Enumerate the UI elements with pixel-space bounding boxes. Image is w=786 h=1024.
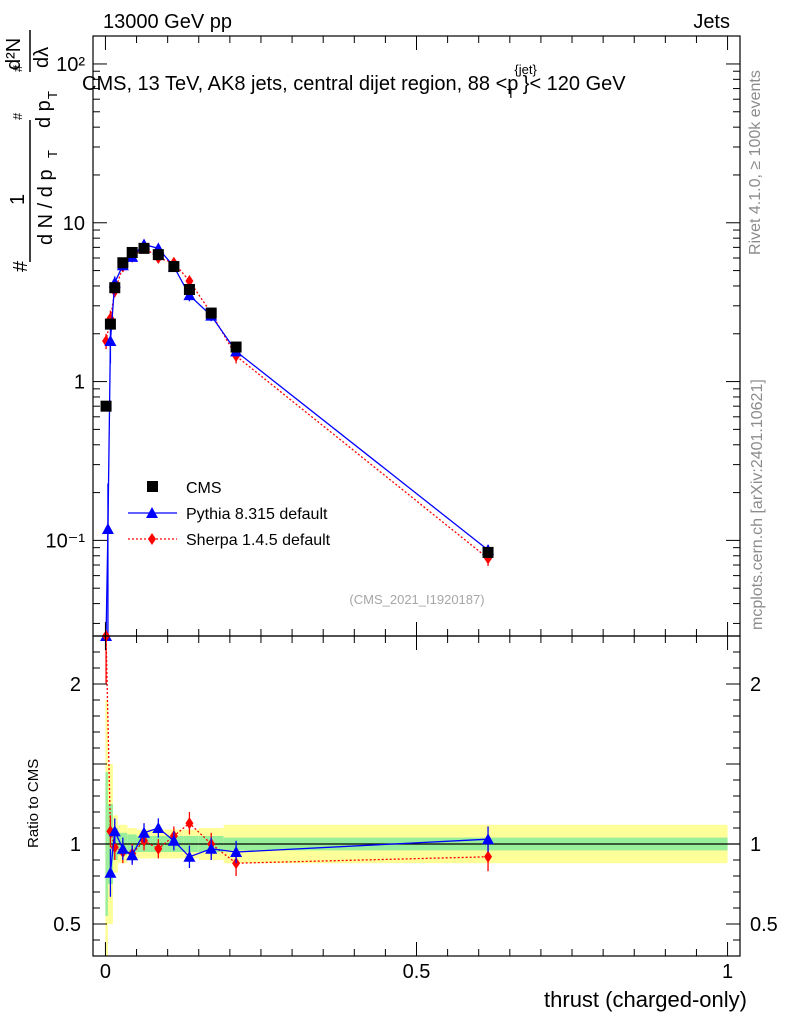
cms-point bbox=[168, 261, 180, 273]
cms-point bbox=[152, 249, 164, 261]
ratio-ylabel: Ratio to CMS bbox=[25, 759, 42, 848]
pythia-ratio-point bbox=[152, 822, 165, 833]
ratio-ytick-label: 0.5 bbox=[53, 914, 81, 936]
xtick-label: 1 bbox=[722, 961, 733, 983]
ratio-ytick-label: 2 bbox=[70, 674, 81, 696]
pythia-ratio-point bbox=[104, 866, 117, 878]
cms-point bbox=[109, 282, 121, 294]
ratio-plot-data bbox=[102, 630, 495, 897]
ratio-ytick-label-right: 1 bbox=[750, 834, 761, 856]
cms-point bbox=[117, 257, 129, 269]
legend-cms-label: CMS bbox=[186, 480, 222, 497]
main-ylabel: # 1 d N / d p T # d p T # d²N dλ bbox=[3, 30, 60, 272]
cms-point bbox=[126, 246, 138, 258]
plot-title: CMS, 13 TeV, AK8 jets, central dijet reg… bbox=[82, 62, 626, 101]
pythia-ratio-point bbox=[138, 826, 151, 838]
sherpa-point bbox=[185, 274, 194, 287]
rivet-info: Rivet 4.1.0, ≥ 100k events bbox=[747, 70, 764, 255]
x-axis-label: thrust (charged-only) bbox=[544, 987, 747, 1012]
sherpa-ratio-point bbox=[154, 842, 163, 855]
ylabel-d2N: d²N bbox=[3, 38, 25, 70]
pythia-ratio-point bbox=[108, 825, 121, 837]
ratio-frame bbox=[92, 635, 741, 957]
cms-point bbox=[230, 341, 242, 353]
title-suffix: }< 120 GeV bbox=[523, 73, 627, 95]
pythia-ratio-point bbox=[230, 846, 243, 857]
pythia-point bbox=[101, 522, 114, 534]
cms-point bbox=[482, 546, 494, 558]
xtick-label: 0 bbox=[100, 961, 111, 983]
main-ytick-label: 10⁻¹ bbox=[46, 530, 86, 552]
legend-pythia-marker bbox=[146, 507, 158, 518]
legend-sherpa-marker bbox=[148, 533, 156, 545]
main-ytick-label: 10 bbox=[63, 213, 85, 235]
main-ytick-label: 10² bbox=[56, 54, 85, 76]
pythia-ratio-point bbox=[183, 850, 196, 862]
mcplots-info: mcplots.cern.ch [arXiv:2401.10621] bbox=[749, 379, 766, 630]
header-right: Jets bbox=[693, 11, 730, 33]
xtick-label: 0.5 bbox=[403, 961, 431, 983]
legend: CMS Pythia 8.315 default Sherpa 1.4.5 de… bbox=[128, 480, 331, 549]
axes-frames: 10⁻¹ 1 10 10² 0 0.5 1 0.5 0.5 1 1 2 2 bbox=[46, 35, 778, 983]
pythia-ratio-point bbox=[116, 842, 129, 854]
ylabel-hash-3: # bbox=[10, 64, 25, 72]
ylabel-hash-1: # bbox=[10, 260, 32, 272]
legend-sherpa-label: Sherpa 1.4.5 default bbox=[186, 532, 331, 549]
legend-cms-marker bbox=[147, 481, 158, 492]
pythia-ratio-point bbox=[205, 842, 218, 854]
title-superscript: {jet} bbox=[514, 62, 537, 77]
title-subscript: T bbox=[507, 86, 515, 101]
ylabel-T-sub-1: T bbox=[45, 150, 60, 158]
sherpa-ratio-point bbox=[484, 850, 493, 863]
cms-point bbox=[100, 400, 112, 412]
cms-point bbox=[138, 242, 150, 254]
ylabel-one: 1 bbox=[7, 194, 29, 205]
ratio-ytick-label: 1 bbox=[70, 834, 81, 856]
cms-point bbox=[183, 284, 195, 296]
ylabel-dN-dpT: d N / d p bbox=[35, 169, 57, 245]
pythia-point bbox=[104, 335, 117, 347]
legend-pythia-label: Pythia 8.315 default bbox=[186, 506, 328, 523]
main-ytick-label: 1 bbox=[74, 372, 85, 394]
pythia-ratio-point bbox=[167, 834, 180, 846]
pythia-ratio-point bbox=[482, 833, 495, 845]
analysis-watermark: (CMS_2021_I1920187) bbox=[349, 592, 484, 607]
ratio-ytick-label-right: 0.5 bbox=[750, 914, 778, 936]
ylabel-hash-2: # bbox=[10, 112, 25, 120]
ylabel-dlambda: dλ bbox=[31, 47, 53, 68]
pythia-ratio-point bbox=[126, 849, 139, 861]
ratio-ytick-label-right: 2 bbox=[750, 674, 761, 696]
title-prefix: CMS, 13 TeV, AK8 jets, central dijet reg… bbox=[82, 73, 518, 95]
ylabel-T-sub-2: T bbox=[45, 91, 60, 99]
header-left: 13000 GeV pp bbox=[103, 11, 232, 33]
cms-point bbox=[205, 307, 217, 319]
cms-point bbox=[104, 318, 116, 330]
main-plot-data bbox=[100, 238, 495, 641]
ylabel-dpT: d p bbox=[33, 100, 55, 128]
sherpa-ratio-point bbox=[185, 817, 194, 830]
pythia-line bbox=[105, 243, 489, 637]
